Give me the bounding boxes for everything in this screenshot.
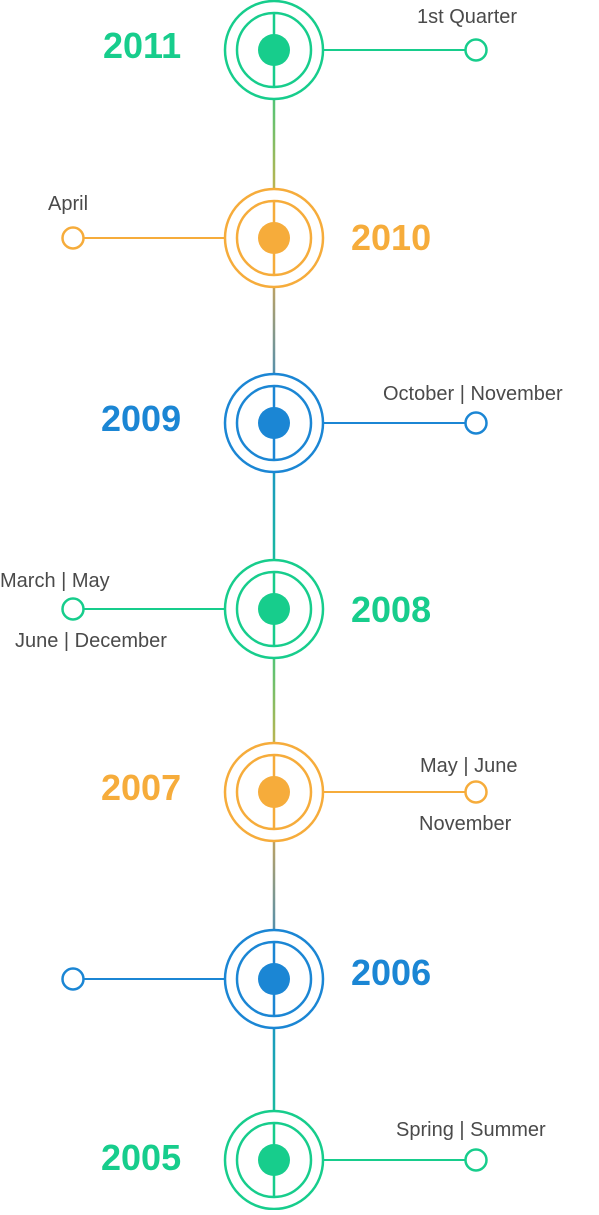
year-label-2007: 2007: [101, 767, 182, 808]
branch-end-marker-2005: [464, 1148, 488, 1172]
spine-segment-2006-2005: [272, 979, 276, 1160]
branch-end-marker-2006: [61, 967, 85, 991]
spine-segment-2008-2007: [272, 609, 276, 792]
spine-segment-2011-2010: [272, 50, 276, 238]
branch-end-marker-2007: [464, 780, 488, 804]
node-center-dot-2006: [258, 963, 290, 995]
spine-segment-2007-2006: [272, 792, 276, 979]
year-label-2008: 2008: [351, 589, 432, 630]
node-2006: [223, 928, 325, 1030]
node-2007: [223, 741, 325, 843]
node-2008: [223, 558, 325, 660]
year-label-2005: 2005: [101, 1137, 182, 1178]
node-center-dot-2005: [258, 1144, 290, 1176]
branch-end-marker-2009: [464, 411, 488, 435]
node-center-dot-2007: [258, 776, 290, 808]
node-center-dot-2009: [258, 407, 290, 439]
spine-segment-2010-2009: [272, 238, 276, 423]
period-label-2005: Spring | Summer: [396, 1119, 546, 1141]
branches: [61, 38, 488, 1172]
node-center-dot-2008: [258, 593, 290, 625]
spine-segment-2009-2008: [272, 423, 276, 609]
year-label-2011: 2011: [103, 25, 182, 66]
year-label-2009: 2009: [101, 398, 182, 439]
period-label-2008-b: June | December: [15, 630, 167, 652]
year-label-2010: 2010: [351, 217, 432, 258]
branch-end-marker-2010: [61, 226, 85, 250]
node-2005: [223, 1109, 325, 1211]
nodes: [223, 0, 325, 1211]
period-label-2010: April: [48, 193, 89, 215]
year-label-2006: 2006: [351, 952, 432, 993]
node-2009: [223, 372, 325, 474]
period-label-2007-a: May | June: [420, 755, 518, 777]
node-center-dot-2010: [258, 222, 290, 254]
node-2010: [223, 187, 325, 289]
node-center-dot-2011: [258, 34, 290, 66]
period-label-2007-b: November: [419, 813, 512, 835]
period-label-2011: 1st Quarter: [417, 6, 518, 28]
branch-end-marker-2011: [464, 38, 488, 62]
node-2011: [223, 0, 325, 101]
period-label-2008-a: March | May: [0, 570, 110, 592]
timeline-spine: [272, 50, 276, 1160]
period-label-2009: October | November: [383, 383, 563, 405]
branch-end-marker-2008: [61, 597, 85, 621]
